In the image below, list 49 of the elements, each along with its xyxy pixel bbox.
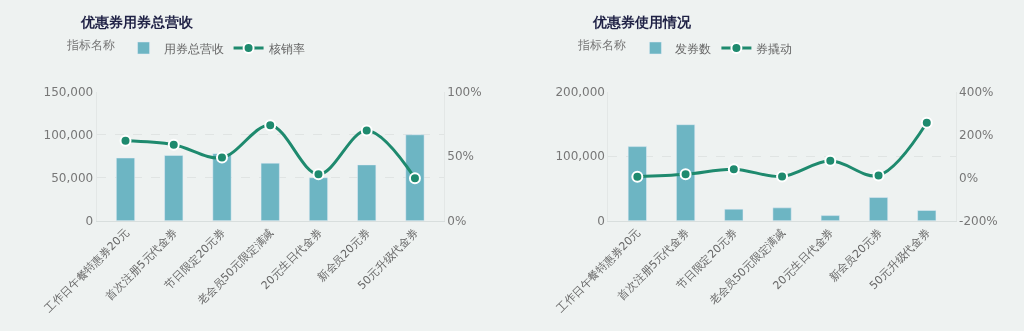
point <box>312 168 325 181</box>
point <box>360 124 373 137</box>
point <box>872 169 885 182</box>
legend-title: 指标名称 <box>577 38 627 53</box>
legend-label: 券撬动 <box>756 41 793 56</box>
y-tick-label: 50,000 <box>51 170 94 185</box>
y2-tick-label: 400% <box>959 85 994 100</box>
bar <box>309 177 328 221</box>
point <box>776 170 789 183</box>
y-tick-label: 200,000 <box>555 85 605 100</box>
bar <box>405 134 425 221</box>
point <box>167 138 180 151</box>
point <box>920 116 933 129</box>
bar <box>116 157 135 221</box>
legend-label: 用券总营收 <box>163 41 224 56</box>
y2-tick-label: -200% <box>959 213 998 228</box>
legend-label: 核销率 <box>267 41 305 56</box>
point <box>679 168 692 181</box>
bar <box>772 207 792 221</box>
bar <box>260 162 280 221</box>
point <box>631 170 644 183</box>
point <box>215 151 228 164</box>
point <box>727 163 740 176</box>
bar <box>164 155 184 221</box>
y-tick-label: 150,000 <box>43 85 94 100</box>
y-tick-label: 0 <box>85 213 94 228</box>
chart-title: 优惠券用券总营收 <box>80 14 194 30</box>
point <box>119 134 132 147</box>
legend-label: 发券数 <box>675 41 712 56</box>
bar <box>917 210 937 221</box>
point <box>264 119 277 132</box>
bar <box>820 215 840 221</box>
y2-tick-label: 0% <box>447 213 467 228</box>
bar <box>869 197 888 221</box>
y2-tick-label: 100% <box>447 85 482 100</box>
y-tick-label: 100,000 <box>43 128 94 142</box>
legend-title: 指标名称 <box>65 38 115 53</box>
y-tick-label: 0 <box>597 213 605 228</box>
y2-tick-label: 200% <box>959 128 994 142</box>
point <box>824 154 837 167</box>
point <box>408 172 421 185</box>
bar <box>627 146 647 221</box>
bar <box>676 124 695 221</box>
y-tick-label: 100,000 <box>555 149 605 164</box>
y2-tick-label: 0% <box>959 170 979 185</box>
chart-title: 优惠券使用情况 <box>592 14 692 30</box>
y2-tick-label: 50% <box>447 149 474 164</box>
bar <box>724 208 744 221</box>
bar <box>357 164 377 221</box>
